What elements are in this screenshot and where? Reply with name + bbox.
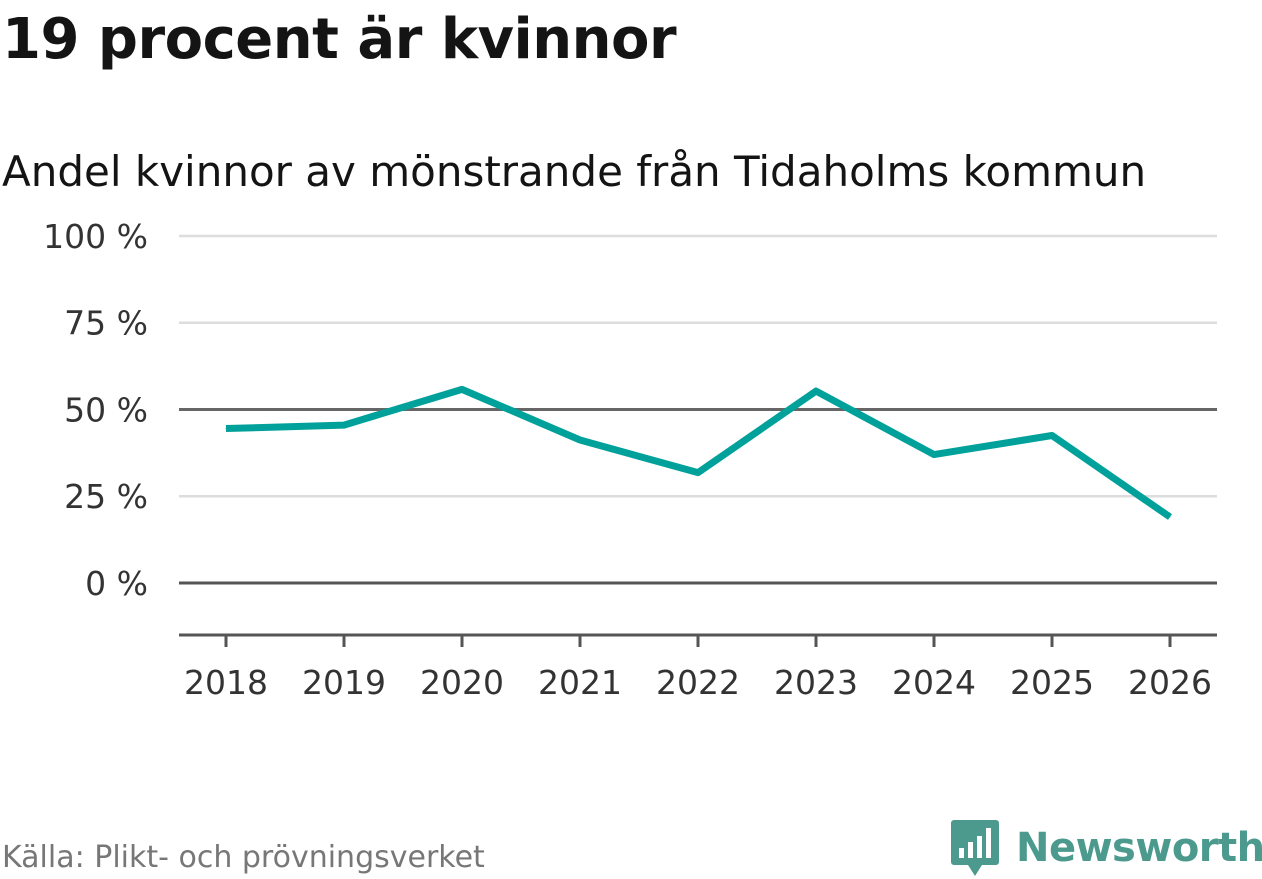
- data-point: [1051, 435, 1053, 436]
- data-point: [461, 388, 463, 390]
- data-point: [1169, 516, 1171, 518]
- y-tick-label: 75 %: [64, 304, 148, 343]
- data-point: [933, 454, 935, 456]
- x-tick-label: 2018: [184, 663, 268, 702]
- y-tick-label: 50 %: [64, 390, 148, 429]
- x-tick-label: 2025: [1010, 663, 1094, 702]
- source-note: Källa: Plikt- och prövningsverket: [2, 840, 485, 875]
- y-tick-label: 100 %: [43, 217, 148, 256]
- x-tick-label: 2021: [538, 663, 622, 702]
- data-point: [579, 439, 581, 441]
- y-tick-label: 0 %: [85, 564, 148, 603]
- y-axis-ticks: 0 % 25 % 50 % 75 % 100 %: [43, 217, 148, 603]
- x-tick-label: 2023: [774, 663, 858, 702]
- grid-lines: [179, 234, 1217, 585]
- chart-title: 19 procent är kvinnor: [2, 7, 677, 72]
- data-point: [697, 472, 699, 474]
- series: [225, 385, 1172, 520]
- newsworthy-logo-icon: [951, 820, 999, 876]
- data-point: [225, 428, 227, 430]
- x-tick-label: 2019: [302, 663, 386, 702]
- data-point: [343, 424, 345, 426]
- x-tick-label: 2024: [892, 663, 976, 702]
- chart-subtitle: Andel kvinnor av mönstrande från Tidahol…: [2, 147, 1147, 196]
- logo-text: Newsworthy: [1016, 825, 1262, 871]
- data-point: [815, 390, 817, 392]
- x-tick-label: 2020: [420, 663, 504, 702]
- x-tick-label: 2026: [1128, 663, 1212, 702]
- newsworthy-logo: Newsworthy: [950, 818, 1262, 878]
- y-tick-label: 25 %: [64, 477, 148, 516]
- x-axis: 2018 2019 2020 2021 2022 2023 2024 2025 2026: [179, 633, 1217, 702]
- x-tick-label: 2022: [656, 663, 740, 702]
